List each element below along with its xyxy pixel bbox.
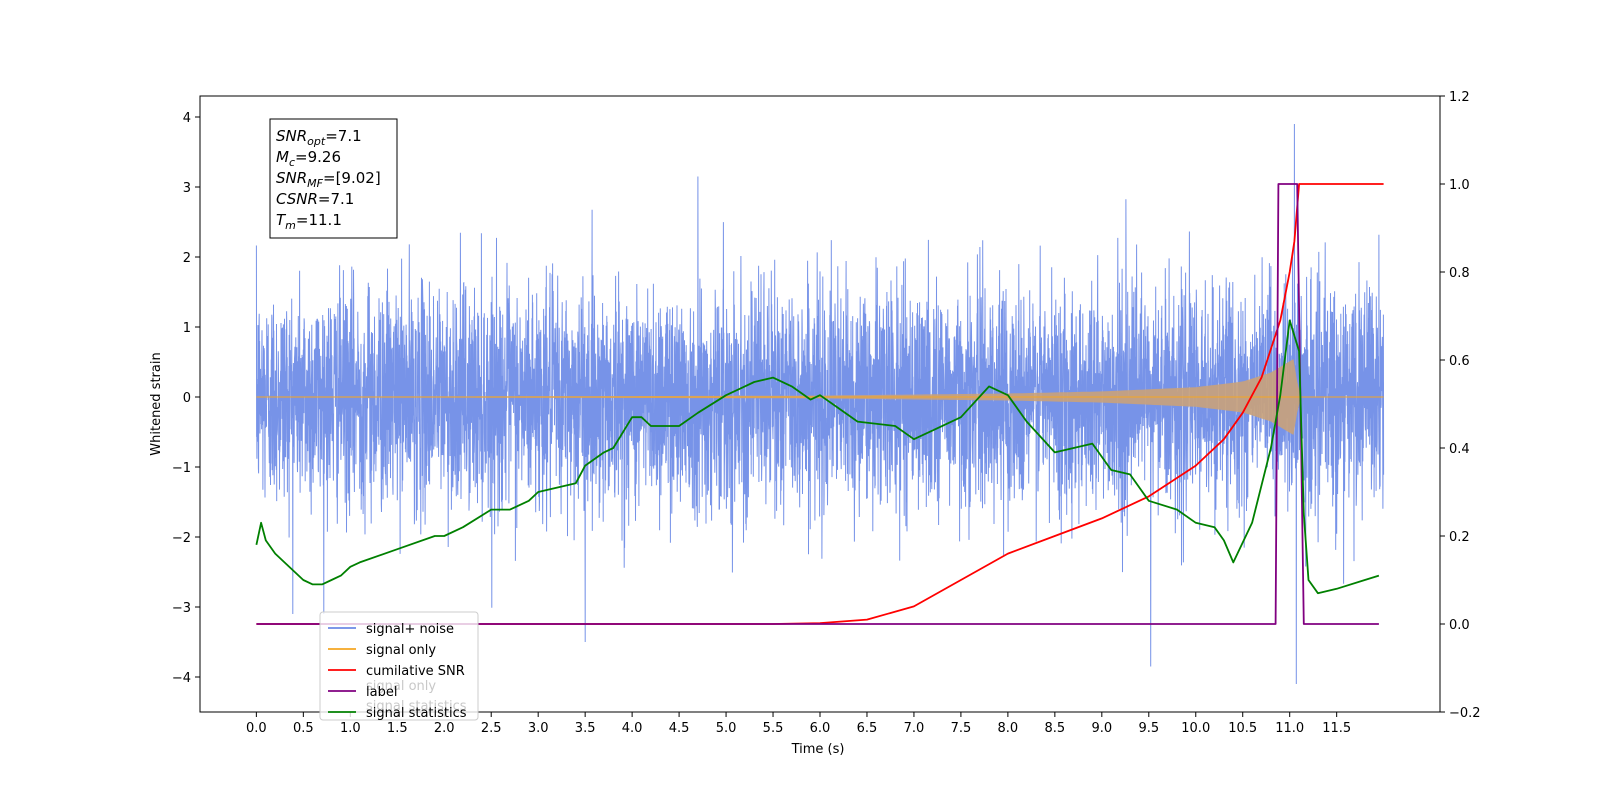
legend-item-label: signal+ noise xyxy=(366,622,454,637)
series-layer xyxy=(255,123,1385,685)
series-label xyxy=(256,183,1379,625)
y2-tick-label: 0.2 xyxy=(1449,530,1470,545)
x-tick-label: 10.5 xyxy=(1228,721,1257,736)
annotation-line: SNRopt=7.1 xyxy=(276,127,362,148)
series-signal-statistics xyxy=(255,319,1380,595)
x-tick-label: 0.0 xyxy=(246,721,267,736)
y-tick-label: −4 xyxy=(172,671,191,686)
x-tick-label: 4.5 xyxy=(669,721,690,736)
x-tick-label: 3.5 xyxy=(575,721,596,736)
legend-item-label: label xyxy=(366,685,397,700)
y2-tick-label: 0.8 xyxy=(1449,266,1470,281)
legend-ghost-text: signal only xyxy=(366,679,436,694)
y2-tick-label: 0.4 xyxy=(1449,442,1470,457)
y-tick-label: 0 xyxy=(183,391,191,406)
legend: signal only signal statistics signal+ nois… xyxy=(319,611,479,721)
x-tick-label: 11.5 xyxy=(1322,721,1351,736)
y-axis-right: −0.2 0.0 0.2 0.4 0.6 0.8 1.0 1.2 xyxy=(1440,90,1481,721)
x-tick-label: 4.0 xyxy=(622,721,643,736)
y-tick-label: −1 xyxy=(172,461,191,476)
legend-item-label: signal only xyxy=(366,643,436,658)
y-tick-label: 3 xyxy=(183,181,191,196)
annotation-line: Tm=11.1 xyxy=(276,211,342,232)
x-tick-label: 11.0 xyxy=(1275,721,1304,736)
y-tick-label: −2 xyxy=(172,531,191,546)
annotation-frame xyxy=(269,118,398,239)
y-tick-label: 4 xyxy=(183,111,191,126)
y-tick-label: 1 xyxy=(183,321,191,336)
x-tick-label: 5.0 xyxy=(716,721,737,736)
annotation-line: CSNR=7.1 xyxy=(276,190,354,208)
series-signal-noise xyxy=(255,123,1385,685)
x-axis-label: Time (s) xyxy=(791,742,845,757)
x-tick-label: 7.0 xyxy=(904,721,925,736)
y-axis-left: −4 −3 −2 −1 0 1 2 3 4 xyxy=(172,111,200,686)
y2-tick-label: 1.0 xyxy=(1449,178,1470,193)
x-tick-label: 8.5 xyxy=(1045,721,1066,736)
x-tick-label: 7.5 xyxy=(951,721,972,736)
annotation-line: SNRMF=[9.02] xyxy=(276,169,381,190)
y2-tick-label: 0.0 xyxy=(1449,618,1470,633)
y-axis-label: Whitened strain xyxy=(149,352,164,455)
x-tick-label: 3.0 xyxy=(528,721,549,736)
y-tick-label: −3 xyxy=(172,601,191,616)
y2-tick-label: 0.6 xyxy=(1449,354,1470,369)
legend-item-label: cumilative SNR xyxy=(366,664,465,679)
signal-noise-line xyxy=(255,123,1385,685)
x-tick-label: 0.5 xyxy=(293,721,314,736)
x-tick-label: 6.5 xyxy=(857,721,878,736)
legend-ghost-text: signal statistics xyxy=(366,699,467,714)
x-tick-label: 5.5 xyxy=(763,721,784,736)
legend-frame xyxy=(319,611,479,721)
annotation-line: Mc=9.26 xyxy=(276,148,341,169)
x-axis: 0.0 0.5 1.0 1.5 2.0 2.5 3.0 3.5 4.0 4.5 5.0 5.5 6.0 6… xyxy=(246,712,1351,736)
x-tick-label: 6.0 xyxy=(810,721,831,736)
series-cumulative-snr xyxy=(256,183,1384,625)
x-tick-label: 9.5 xyxy=(1138,721,1159,736)
x-tick-label: 10.0 xyxy=(1181,721,1210,736)
x-tick-label: 1.5 xyxy=(387,721,408,736)
x-tick-label: 8.0 xyxy=(998,721,1019,736)
series-signal-only xyxy=(256,359,1384,435)
x-tick-label: 1.0 xyxy=(340,721,361,736)
legend-item-label: signal statistics xyxy=(366,706,467,721)
x-tick-label: 2.0 xyxy=(434,721,455,736)
y2-tick-label: −0.2 xyxy=(1449,706,1481,721)
x-tick-label: 2.5 xyxy=(481,721,502,736)
y-tick-label: 2 xyxy=(183,251,191,266)
x-tick-label: 9.0 xyxy=(1091,721,1112,736)
y2-tick-label: 1.2 xyxy=(1449,90,1470,105)
